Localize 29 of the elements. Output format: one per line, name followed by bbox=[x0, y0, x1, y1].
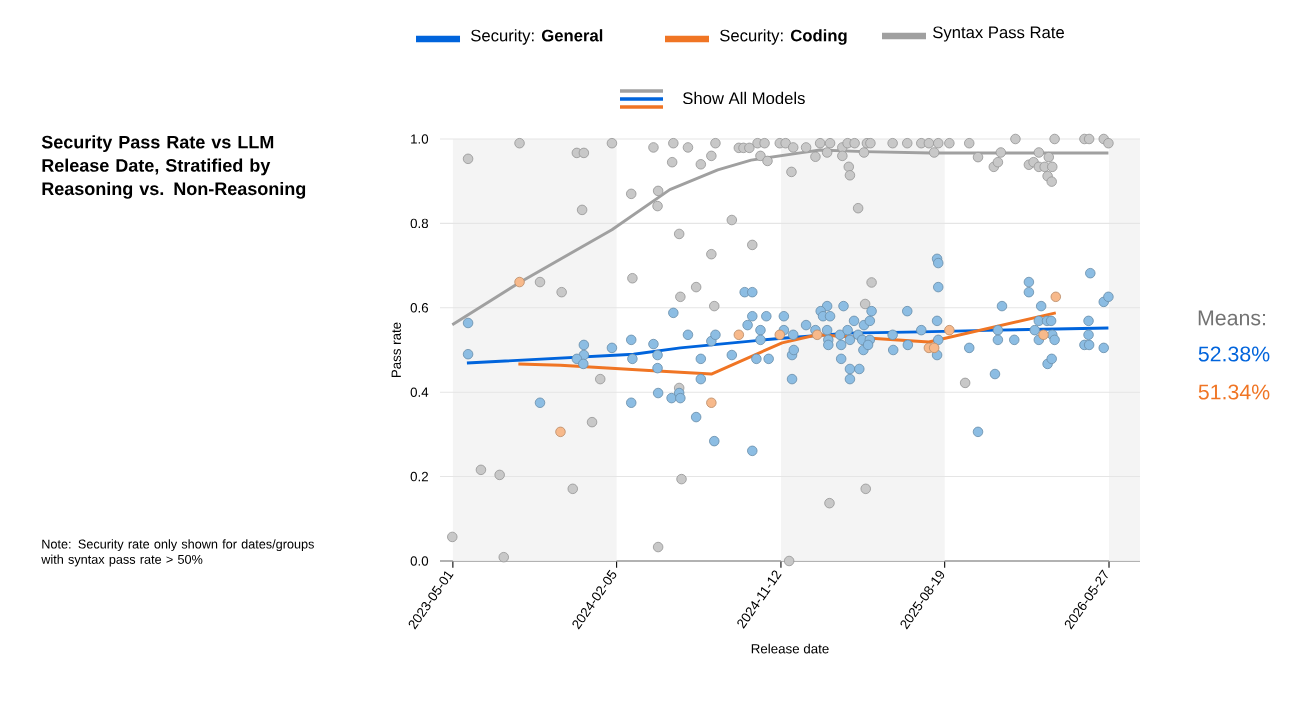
y-tick-label: 0.2 bbox=[410, 471, 428, 482]
legend-label: Security: Coding bbox=[720, 29, 847, 45]
line-series bbox=[465, 326, 1110, 365]
y-tick-label: 1.0 bbox=[411, 134, 429, 144]
point bbox=[928, 342, 940, 354]
point bbox=[1038, 329, 1049, 340]
text: Note: Security rate only shown for dates/groups with syntax pass rate > 50% bbox=[41, 539, 314, 567]
text: Security Pass Rate vs LLM Release Date, Stratified by Reasoning vs. Non-Reasoning bbox=[41, 135, 306, 199]
point bbox=[1050, 291, 1061, 303]
text: 51.34% bbox=[1198, 384, 1270, 400]
x-axis-title: Release date bbox=[751, 643, 829, 654]
line-series bbox=[516, 311, 1058, 376]
text: Show All Models bbox=[683, 91, 805, 105]
y-tick-label: 0.0 bbox=[410, 556, 429, 566]
point bbox=[514, 276, 525, 288]
y-tick-label: 0.4 bbox=[410, 387, 429, 397]
legend-label: Security: General bbox=[471, 29, 603, 45]
point bbox=[774, 329, 785, 340]
text: 52.38% bbox=[1198, 346, 1270, 362]
point bbox=[706, 397, 717, 408]
point bbox=[555, 426, 566, 438]
y-tick-label: 0.6 bbox=[410, 303, 429, 313]
legend-label: Syntax Pass Rate bbox=[933, 26, 1064, 42]
y-axis-title: Pass rate bbox=[391, 322, 401, 378]
point bbox=[811, 329, 823, 340]
point bbox=[944, 324, 955, 336]
text: Means: bbox=[1198, 310, 1266, 326]
point bbox=[733, 329, 745, 340]
y-tick-label: 0.8 bbox=[410, 218, 429, 229]
